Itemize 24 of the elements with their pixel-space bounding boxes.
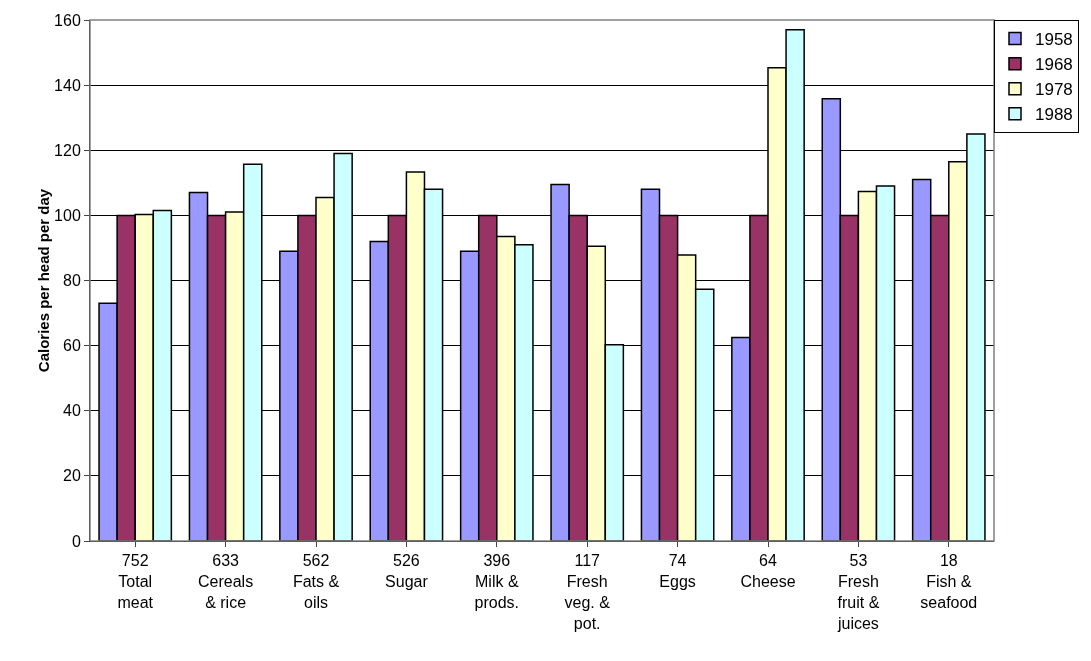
x-tick-label: 526 Sugar	[385, 552, 429, 590]
legend-label: 1978	[1035, 80, 1073, 100]
legend-label: 1988	[1035, 105, 1073, 125]
y-tick-label: 100	[54, 206, 81, 224]
y-tick-label: 80	[63, 272, 81, 290]
x-tick-label: 53 Fresh fruit & juices	[836, 552, 880, 632]
x-tick-label: 396 Milk & prods.	[474, 552, 520, 611]
y-axis-title: Calories per head per day	[35, 188, 53, 373]
y-tick-label: 140	[54, 76, 81, 94]
legend-label: 1968	[1035, 55, 1073, 75]
x-tick-label: 64 Cheese	[740, 552, 796, 590]
x-tick-label: 562 Fats & oils	[292, 552, 340, 611]
x-tick-label: 633 Cereals & rice	[198, 552, 254, 611]
x-tick-label: 18 Fish & seafood	[920, 552, 978, 611]
y-tick-label: 0	[71, 532, 81, 550]
legend-label: 1958	[1035, 30, 1073, 50]
x-tick-label: 752 Total meat	[117, 552, 154, 611]
y-tick-label: 120	[54, 141, 81, 159]
y-tick-label: 160	[54, 11, 81, 29]
y-tick-label: 20	[63, 467, 81, 485]
y-tick-label: 60	[63, 337, 81, 355]
x-tick-label: 117 Fresh veg. & pot.	[564, 552, 611, 632]
y-tick-label: 40	[63, 402, 81, 420]
x-tick-label: 74 Eggs	[659, 552, 696, 590]
